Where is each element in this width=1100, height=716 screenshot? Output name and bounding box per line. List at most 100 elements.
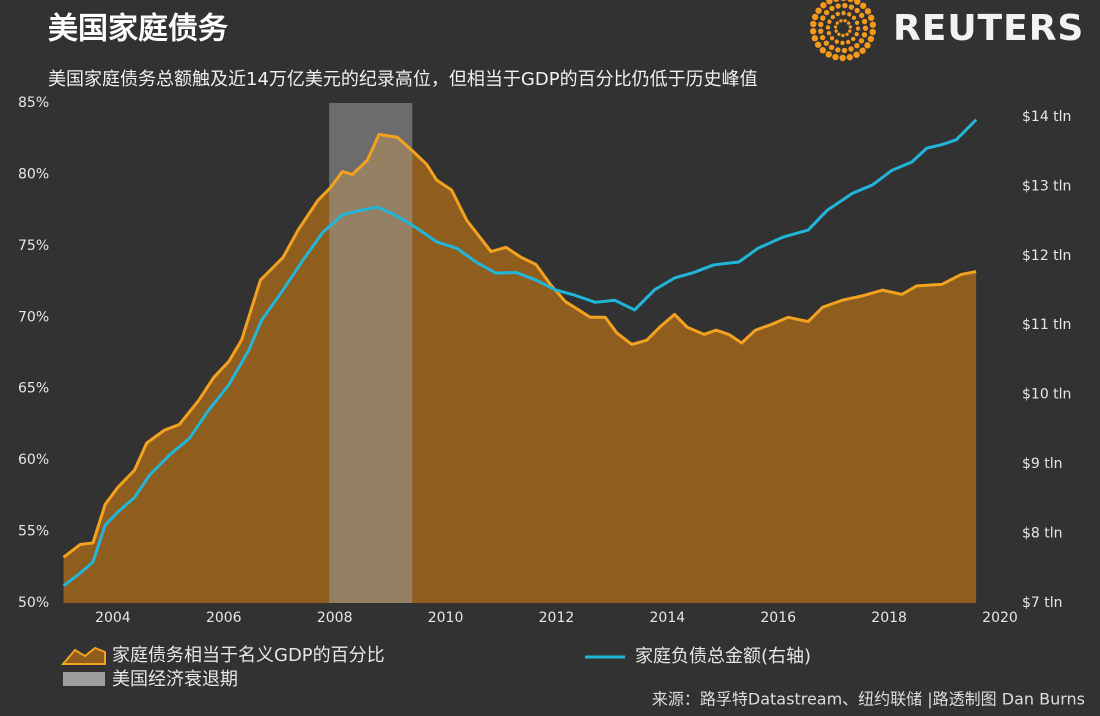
logo-dot [864, 8, 872, 15]
logo-dot [825, 51, 832, 58]
x-tick-label: 2012 [539, 610, 575, 626]
y-tick-label: 55% [18, 524, 49, 540]
logo-dot [841, 33, 845, 38]
logo-dot [839, 54, 846, 62]
logo-dot [869, 21, 877, 28]
logo-dot [834, 29, 838, 33]
area-line [62, 132, 977, 559]
logo-dot [859, 2, 867, 9]
logo-dot [858, 38, 865, 44]
logo-dot [861, 32, 868, 38]
logo-dot [823, 40, 830, 46]
logo-dot [846, 21, 851, 25]
logo-dot [854, 7, 860, 14]
logo-dot [847, 12, 852, 17]
logo-dot [842, 2, 848, 9]
logo-dot [848, 46, 854, 52]
y2-tick-label: $14 tln [1022, 109, 1071, 125]
y-tick-label: 70% [18, 309, 49, 325]
logo-dot [819, 34, 826, 41]
logo-dot [819, 47, 827, 54]
y2-tick-label: $10 tln [1022, 387, 1071, 403]
y-tick-label: 80% [18, 166, 49, 182]
y2-tick-label: $12 tln [1022, 248, 1071, 264]
logo-dot [835, 21, 840, 25]
logo-dot [830, 14, 835, 20]
logo-dot [833, 25, 838, 29]
logo-dot [833, 0, 840, 2]
logo-dot [854, 20, 860, 25]
logo-dot [869, 28, 876, 36]
logo-dot [840, 40, 845, 46]
logo-dot [814, 41, 822, 48]
x-tick-label: 2020 [982, 610, 1018, 626]
brand-logo [809, 0, 877, 62]
logo-dot [810, 20, 817, 28]
legend-swatch [63, 672, 105, 686]
logo-dot [862, 25, 869, 31]
x-tick-label: 2016 [760, 610, 796, 626]
y-tick-label: 85% [18, 95, 49, 111]
logo-dot [835, 3, 841, 9]
legend-label: 美国经济衰退期 [112, 669, 238, 690]
logo-dot [854, 32, 859, 37]
x-tick-label: 2010 [428, 610, 464, 626]
logo-dot [848, 25, 853, 29]
chart-subtitle: 美国家庭债务总额触及近14万亿美元的纪录高位，但相当于GDP的百分比仍低于历史峰… [48, 69, 758, 90]
logo-dot [818, 28, 824, 34]
logo-dot [826, 31, 832, 36]
source-note: 来源：路孚特Datastream、纽约联储 |路透制图 Dan Burns [652, 690, 1085, 709]
logo-dot [811, 35, 819, 42]
logo-dot [846, 39, 851, 45]
logo-dot [829, 36, 835, 41]
y-tick-label: 50% [18, 595, 49, 611]
logo-dot [861, 18, 868, 25]
y2-tick-label: $11 tln [1022, 317, 1071, 333]
brand-name: REUTERS [893, 8, 1084, 49]
logo-dot [854, 0, 861, 5]
logo-dot [858, 12, 865, 19]
logo-dot [835, 47, 841, 53]
recession-shade [329, 103, 413, 603]
line [62, 118, 978, 587]
logo-dot [826, 0, 833, 5]
y2-tick-label: $9 tln [1022, 456, 1063, 472]
x-tick-label: 2008 [317, 610, 353, 626]
logo-dot [841, 10, 846, 16]
y-tick-label: 60% [18, 452, 49, 468]
logo-dot [864, 42, 871, 49]
x-tick-label: 2006 [206, 610, 242, 626]
logo-dot [834, 39, 839, 44]
logo-dot [825, 25, 831, 30]
legend-swatch [60, 646, 106, 665]
logo-dot [851, 15, 857, 20]
logo-dot [848, 4, 855, 10]
x-tick-label: 2014 [650, 610, 686, 626]
y-tick-label: 75% [18, 238, 49, 254]
logo-dot [846, 54, 854, 61]
x-tick-label: 2018 [871, 610, 907, 626]
logo-dot [867, 14, 875, 21]
logo-dot [820, 15, 826, 21]
legend-label: 家庭债务相当于名义GDP的百分比 [112, 645, 385, 666]
logo-dot [811, 13, 819, 21]
logo-dot [867, 35, 875, 43]
logo-dot [841, 47, 848, 54]
logo-dot [855, 26, 861, 31]
area-fill [63, 134, 977, 603]
logo-dot [828, 44, 835, 51]
logo-dot [851, 36, 856, 42]
logo-dot [847, 0, 854, 3]
logo-dot [837, 32, 841, 37]
x-tick-label: 2004 [95, 610, 131, 626]
logo-dot [859, 47, 866, 54]
y2-tick-label: $7 tln [1022, 595, 1063, 611]
logo-dot [809, 28, 817, 35]
logo-dot [829, 5, 835, 12]
logo-dot [827, 19, 832, 24]
y2-tick-label: $8 tln [1022, 526, 1063, 542]
logo-dot [832, 53, 839, 61]
logo-dot [835, 11, 840, 17]
